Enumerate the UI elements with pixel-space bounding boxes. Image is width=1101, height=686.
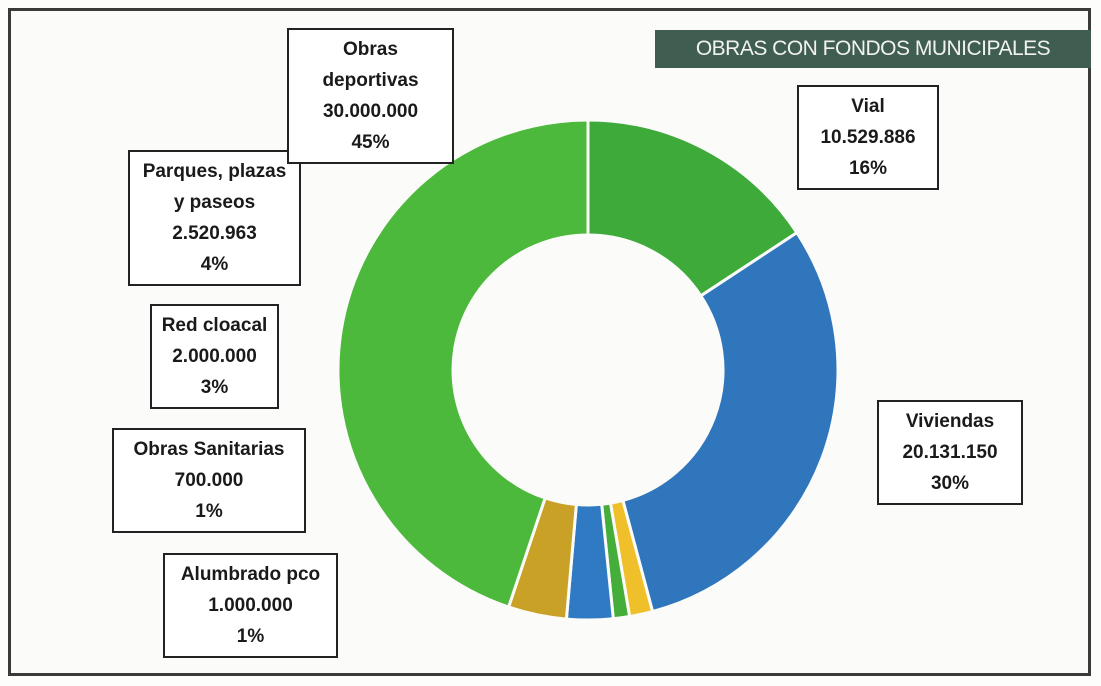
percentage-label: 45% <box>351 132 390 153</box>
value-label: 2.520.963 <box>172 223 257 244</box>
value-label: 20.131.150 <box>902 442 998 463</box>
value-label: 700.000 <box>174 470 244 491</box>
chart-title: OBRAS CON FONDOS MUNICIPALES <box>655 30 1091 68</box>
value-label: 10.529.886 <box>820 127 916 148</box>
category-label: Obras Sanitarias <box>133 439 285 460</box>
donut-segment <box>586 118 799 298</box>
donut-segment <box>336 118 590 609</box>
percentage-label: 30% <box>930 473 970 494</box>
data-label-box: Obras Sanitarias 700.000 1% <box>112 428 306 533</box>
category-label: Red cloacal <box>161 315 268 336</box>
donut-segment <box>621 230 840 614</box>
percentage-label: 16% <box>848 158 888 179</box>
category-label: Viviendas <box>905 411 995 432</box>
data-label-box: Obras deportivas 30.000.000 45% <box>287 28 454 164</box>
value-label: 30.000.000 <box>322 101 419 122</box>
category-label: Alumbrado pco <box>180 564 321 585</box>
category-label: Obras deportivas <box>322 39 419 91</box>
data-label-box: Alumbrado pco 1.000.000 1% <box>163 553 338 658</box>
value-label: 2.000.000 <box>172 346 257 367</box>
percentage-label: 1% <box>195 501 223 522</box>
category-label: Parques, plazas y paseos <box>142 161 287 213</box>
data-label-box: Red cloacal 2.000.000 3% <box>150 304 279 409</box>
data-label-box: Vial 10.529.886 16% <box>797 85 939 190</box>
category-label: Vial <box>851 96 885 117</box>
percentage-label: 3% <box>200 377 229 398</box>
percentage-label: 1% <box>236 626 265 647</box>
data-label-box: Parques, plazas y paseos 2.520.963 4% <box>128 150 301 286</box>
data-label-box: Viviendas 20.131.150 30% <box>877 400 1023 505</box>
percentage-label: 4% <box>200 254 229 275</box>
value-label: 1.000.000 <box>208 595 293 616</box>
